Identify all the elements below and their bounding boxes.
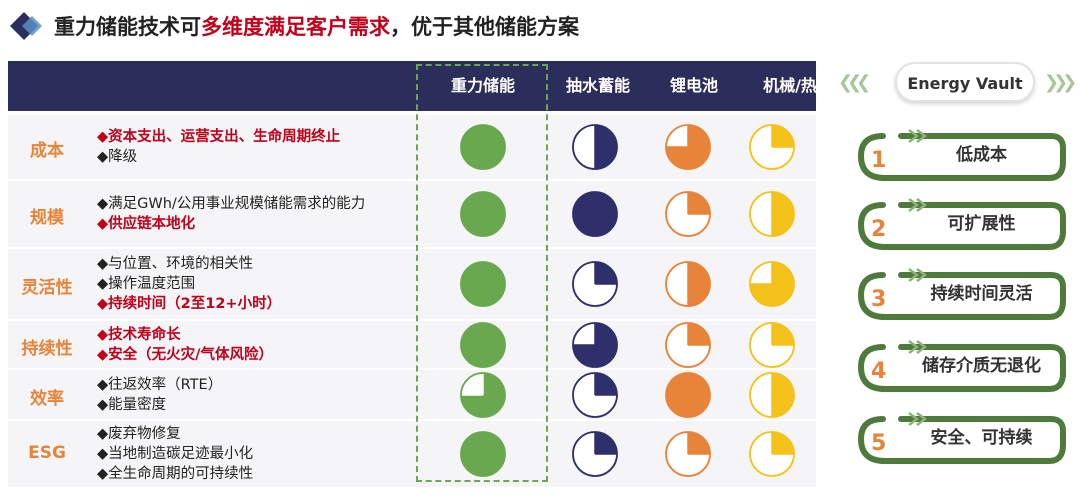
description-line: ◆当地制造碳足迹最小化: [97, 446, 254, 462]
advantage-label: 储存介质无退化: [922, 356, 1041, 376]
description-line: ◆持续时间（2至12+小时）: [97, 296, 282, 312]
advantage-label: 低成本: [956, 145, 1007, 165]
arrow-frame-icon: [857, 340, 1066, 392]
energy-vault-badge: Energy Vault: [895, 62, 1035, 102]
description-line: ◆全生命周期的可持续性: [97, 466, 254, 482]
advantage-number: 5: [871, 431, 887, 456]
row-description: ◆技术寿命长 ◆安全（无火灾/气体风险）: [97, 325, 273, 365]
title-diamond-icon: [10, 12, 42, 40]
harvey-ball-icon: [571, 321, 619, 373]
description-line: ◆操作温度范围: [97, 276, 196, 292]
advantage-item: 5 安全、可持续: [853, 409, 1070, 467]
advantage-label: 安全、可持续: [930, 428, 1033, 448]
harvey-ball-icon: [748, 260, 796, 312]
advantage-item: 1 低成本: [853, 126, 1070, 184]
description-line: ◆技术寿命长: [97, 326, 181, 343]
advantage-number: 2: [871, 217, 887, 242]
harvey-ball-icon: [748, 321, 796, 373]
advantage-item: 4 储存介质无退化: [853, 337, 1070, 395]
advantage-label: 可扩展性: [947, 214, 1016, 234]
row-category: 灵活性: [21, 278, 73, 298]
advantage-item: 3 持续时间灵活: [853, 265, 1070, 323]
advantage-number: 3: [871, 287, 887, 312]
row-category: 效率: [30, 388, 64, 409]
row-description: ◆往返效率（RTE） ◆能量密度: [97, 375, 222, 415]
harvey-ball-icon: [459, 260, 507, 312]
title-part-1: 重力储能技术可: [54, 15, 201, 39]
description-line: ◆降级: [97, 149, 138, 165]
column-header: 锂电池: [669, 76, 718, 95]
arrow-frame-icon: [857, 412, 1066, 464]
row-description: ◆废弃物修复 ◆当地制造碳足迹最小化 ◆全生命周期的可持续性: [97, 424, 253, 484]
harvey-ball-icon: [571, 190, 619, 242]
arrow-frame-icon: [857, 198, 1066, 250]
advantage-item: 2 可扩展性: [853, 195, 1070, 253]
page-title: 重力储能技术可多维度满足客户需求，优于其他储能方案: [54, 10, 579, 44]
row-category: 成本: [30, 141, 64, 161]
harvey-ball-icon: [664, 190, 712, 242]
column-header: 抽水蓄能: [565, 76, 630, 95]
description-line: ◆与位置、环境的相关性: [97, 256, 254, 272]
harvey-ball-icon: [664, 123, 712, 175]
harvey-ball-icon: [748, 123, 796, 175]
harvey-ball-icon: [664, 430, 712, 482]
column-header: 重力储能: [450, 76, 515, 95]
description-line: ◆资本支出、运营支出、生命周期终止: [97, 129, 341, 145]
column-header: 机械/热: [763, 76, 817, 95]
harvey-ball-icon: [571, 260, 619, 312]
table-header: [8, 61, 816, 111]
harvey-ball-icon: [748, 190, 796, 242]
advantage-number: 1: [871, 148, 887, 173]
harvey-ball-icon: [571, 430, 619, 482]
harvey-ball-icon: [748, 371, 796, 423]
harvey-ball-icon: [459, 321, 507, 373]
row-description: ◆满足GWh/公用事业规模储能需求的能力 ◆供应链本地化: [97, 194, 365, 234]
harvey-ball-icon: [571, 371, 619, 423]
arrow-frame-icon: [857, 129, 1066, 181]
description-line: ◆往返效率（RTE）: [97, 376, 223, 393]
harvey-ball-icon: [664, 260, 712, 312]
advantage-number: 4: [871, 359, 887, 384]
advantage-label: 持续时间灵活: [930, 284, 1033, 304]
harvey-ball-icon: [748, 430, 796, 482]
description-line: ◆安全（无火灾/气体风险）: [97, 346, 273, 363]
harvey-ball-icon: [459, 190, 507, 242]
row-description: ◆资本支出、运营支出、生命周期终止 ◆降级: [97, 127, 340, 167]
description-line: ◆废弃物修复: [97, 426, 181, 442]
harvey-ball-icon: [459, 123, 507, 175]
harvey-ball-icon: [459, 371, 507, 423]
row-category: 规模: [30, 208, 64, 228]
row-category: ESG: [28, 443, 66, 463]
arrow-frame-icon: [857, 268, 1066, 320]
row-category: 持续性: [21, 338, 73, 359]
harvey-ball-icon: [664, 371, 712, 423]
description-line: ◆能量密度: [97, 396, 167, 413]
description-line: ◆满足GWh/公用事业规模储能需求的能力: [97, 196, 366, 212]
title-highlight: 多维度满足客户需求: [201, 15, 390, 39]
right-chevrons-icon: ❯❯❯: [1044, 72, 1077, 93]
title-part-3: ，优于其他储能方案: [390, 15, 579, 39]
harvey-ball-icon: [459, 430, 507, 482]
left-chevrons-icon: ❮❮❮: [838, 72, 871, 93]
harvey-ball-icon: [664, 321, 712, 373]
harvey-ball-icon: [571, 123, 619, 175]
description-line: ◆供应链本地化: [97, 216, 196, 232]
gravity-column-highlight: [416, 64, 548, 482]
row-description: ◆与位置、环境的相关性 ◆操作温度范围 ◆持续时间（2至12+小时）: [97, 254, 281, 314]
